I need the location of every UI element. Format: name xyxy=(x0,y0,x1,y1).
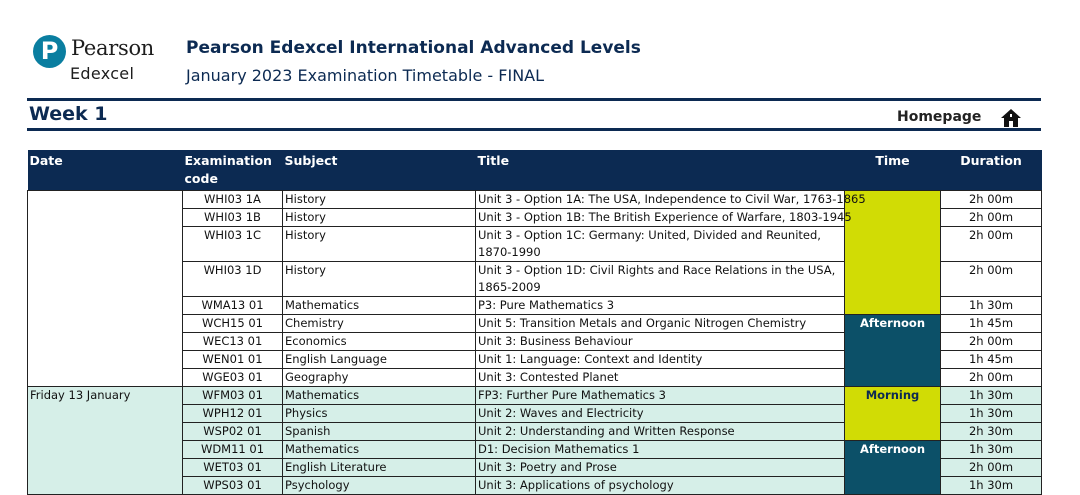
duration-cell: 2h 00m xyxy=(940,458,1042,477)
home-icon[interactable] xyxy=(1000,107,1022,129)
week-heading: Week 1 xyxy=(29,103,108,125)
table-header-row: Date Examination code Subject Title Time… xyxy=(27,150,1042,191)
duration-cell: 2h 00m xyxy=(940,332,1042,351)
title-cell: Unit 3 - Option 1D: Civil Rights and Rac… xyxy=(475,261,845,297)
duration-cell: 2h 00m xyxy=(940,208,1042,227)
homepage-link[interactable]: Homepage xyxy=(897,109,982,125)
pearson-logo: P Pearson Edexcel xyxy=(33,35,155,85)
code-cell: WHI03 1C xyxy=(182,226,283,262)
table-row: WMA13 01 Mathematics P3: Pure Mathematic… xyxy=(28,296,1042,315)
col-header-subject: Subject xyxy=(282,150,476,191)
title-cell: Unit 3 - Option 1A: The USA, Independenc… xyxy=(475,190,866,209)
subject-cell: Mathematics xyxy=(282,296,476,315)
title-cell: Unit 3: Poetry and Prose xyxy=(475,458,845,477)
duration-cell: 2h 00m xyxy=(940,190,1042,209)
table-row: WHI03 1C History Unit 3 - Option 1C: Ger… xyxy=(28,226,1042,262)
duration-cell: 2h 00m xyxy=(940,261,1042,297)
col-header-time: Time xyxy=(844,150,941,191)
title-cell: Unit 1: Language: Context and Identity xyxy=(475,350,845,369)
duration-cell: 1h 45m xyxy=(940,350,1042,369)
subject-cell: Economics xyxy=(282,332,476,351)
duration-cell: 1h 30m xyxy=(940,404,1042,423)
subject-cell: Psychology xyxy=(282,476,476,495)
title-cell: Unit 3: Business Behaviour xyxy=(475,332,845,351)
subject-cell: History xyxy=(282,208,476,227)
code-cell: WFM03 01 xyxy=(182,386,283,405)
duration-cell: 1h 30m xyxy=(940,296,1042,315)
title-cell: Unit 2: Understanding and Written Respon… xyxy=(475,422,845,441)
col-header-title: Title xyxy=(475,150,845,191)
logo-word-edexcel: Edexcel xyxy=(70,64,135,83)
table-row: WET03 01 English Literature Unit 3: Poet… xyxy=(28,458,1042,477)
time-cell: Afternoon xyxy=(844,440,941,495)
title-cell: Unit 3 - Option 1C: Germany: United, Div… xyxy=(475,226,845,262)
title-cell: Unit 3 - Option 1B: The British Experien… xyxy=(475,208,852,227)
subject-cell: English Language xyxy=(282,350,476,369)
code-cell: WEN01 01 xyxy=(182,350,283,369)
time-cell: Afternoon xyxy=(844,314,941,387)
document-title: Pearson Edexcel International Advanced L… xyxy=(186,38,641,58)
title-cell: FP3: Further Pure Mathematics 3 xyxy=(475,386,845,405)
document-subtitle: January 2023 Examination Timetable - FIN… xyxy=(186,66,545,85)
duration-cell: 1h 30m xyxy=(940,386,1042,405)
table-row: WSP02 01 Spanish Unit 2: Understanding a… xyxy=(28,422,1042,441)
timetable: Date Examination code Subject Title Time… xyxy=(27,150,1042,495)
duration-cell: 1h 45m xyxy=(940,314,1042,333)
code-cell: WGE03 01 xyxy=(182,368,283,387)
code-cell: WHI03 1B xyxy=(182,208,283,227)
table-row: WEN01 01 English Language Unit 1: Langua… xyxy=(28,350,1042,369)
code-cell: WPS03 01 xyxy=(182,476,283,495)
col-header-duration: Duration xyxy=(940,150,1042,191)
date-cell xyxy=(27,190,183,387)
code-cell: WHI03 1D xyxy=(182,261,283,297)
table-row: WHI03 1D History Unit 3 - Option 1D: Civ… xyxy=(28,261,1042,297)
table-row: WGE03 01 Geography Unit 3: Contested Pla… xyxy=(28,368,1042,387)
title-cell: Unit 2: Waves and Electricity xyxy=(475,404,845,423)
col-header-code: Examination code xyxy=(182,150,283,191)
table-row: WEC13 01 Economics Unit 3: Business Beha… xyxy=(28,332,1042,351)
pearson-logo-mark: P xyxy=(33,35,66,68)
code-cell: WHI03 1A xyxy=(182,190,283,209)
subject-cell: Spanish xyxy=(282,422,476,441)
table-row: WHI03 1A History Unit 3 - Option 1A: The… xyxy=(27,190,1042,387)
week-rule xyxy=(27,128,1041,131)
code-cell: WEC13 01 xyxy=(182,332,283,351)
subject-cell: Chemistry xyxy=(282,314,476,333)
code-cell: WMA13 01 xyxy=(182,296,283,315)
subject-cell: Geography xyxy=(282,368,476,387)
code-cell: WET03 01 xyxy=(182,458,283,477)
subject-cell: Mathematics xyxy=(282,386,476,405)
time-cell xyxy=(844,190,941,315)
title-cell: Unit 5: Transition Metals and Organic Ni… xyxy=(475,314,845,333)
time-cell: Morning xyxy=(844,386,941,441)
title-cell: Unit 3: Contested Planet xyxy=(475,368,845,387)
title-cell: P3: Pure Mathematics 3 xyxy=(475,296,845,315)
title-cell: D1: Decision Mathematics 1 xyxy=(475,440,845,459)
subject-cell: Mathematics xyxy=(282,440,476,459)
code-cell: WDM11 01 xyxy=(182,440,283,459)
duration-cell: 1h 30m xyxy=(940,440,1042,459)
title-cell: Unit 3: Applications of psychology xyxy=(475,476,845,495)
duration-cell: 2h 30m xyxy=(940,422,1042,441)
subject-cell: History xyxy=(282,226,476,262)
table-row: WCH15 01 Chemistry Unit 5: Transition Me… xyxy=(28,314,1042,387)
subject-cell: Physics xyxy=(282,404,476,423)
logo-word-pearson: Pearson xyxy=(71,36,155,60)
duration-cell: 1h 30m xyxy=(940,476,1042,495)
code-cell: WSP02 01 xyxy=(182,422,283,441)
table-row: Friday 13 January WFM03 01 Mathematics F… xyxy=(27,386,1042,495)
code-cell: WPH12 01 xyxy=(182,404,283,423)
subject-cell: History xyxy=(282,190,476,209)
duration-cell: 2h 00m xyxy=(940,368,1042,387)
col-header-date: Date xyxy=(27,150,183,191)
date-cell: Friday 13 January xyxy=(27,386,183,495)
code-cell: WCH15 01 xyxy=(182,314,283,333)
subject-cell: History xyxy=(282,261,476,297)
subject-cell: English Literature xyxy=(282,458,476,477)
top-rule xyxy=(27,98,1041,101)
duration-cell: 2h 00m xyxy=(940,226,1042,262)
